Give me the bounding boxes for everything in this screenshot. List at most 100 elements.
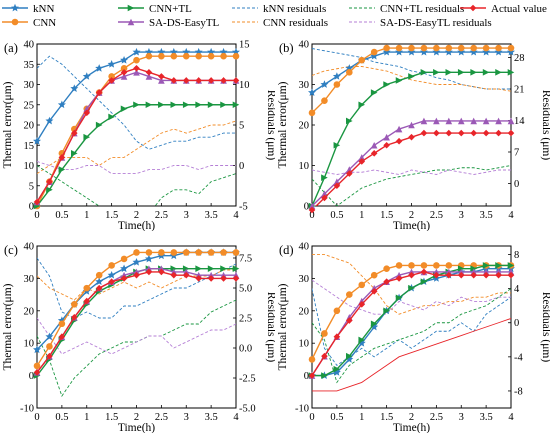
data-point-cnn <box>321 97 328 104</box>
x-tick-label: 2 <box>134 412 139 423</box>
data-point-actual <box>95 89 103 96</box>
data-point-cnn <box>83 284 91 292</box>
data-point-cnn_tl <box>408 284 415 292</box>
data-point-actual <box>133 65 140 72</box>
data-point-cnn_tl <box>333 141 341 149</box>
data-point-actual <box>482 129 490 137</box>
legend-label-cnn_tl: CNN+TL <box>149 3 192 15</box>
data-point-actual <box>308 206 316 214</box>
data-point-actual <box>133 271 140 279</box>
data-point-actual <box>321 352 328 360</box>
y-tick-label: 30 <box>24 274 35 285</box>
data-point-actual <box>71 129 78 137</box>
y2-tick-label: 14 <box>514 116 525 127</box>
data-point-knn <box>482 47 491 56</box>
data-point-cnn_tl <box>346 117 353 125</box>
data-point-knn <box>132 47 141 56</box>
data-point-actual <box>457 129 465 137</box>
data-point-actual <box>195 275 202 282</box>
data-point-cnn_tl <box>482 69 490 76</box>
y2-tick-label: 21 <box>514 85 525 96</box>
legend-label-sa_ds: SA-DS-EasyTL <box>149 17 220 29</box>
data-point-sa_ds <box>420 117 428 125</box>
data-point-knn <box>95 277 104 286</box>
y-tick-label: 5 <box>29 181 34 192</box>
legend-item-sa_ds: SA-DS-EasyTL <box>118 17 220 29</box>
x-tick-label: 1.5 <box>105 412 118 423</box>
y2-tick-label: 0.0 <box>239 344 252 355</box>
data-point-actual <box>346 170 353 177</box>
data-point-cnn_tl <box>507 262 515 269</box>
data-point-cnn <box>370 271 378 279</box>
residual-line-cnn_res <box>312 66 511 92</box>
legend-marker-knn <box>11 3 19 12</box>
data-point-actual <box>95 284 103 292</box>
data-point-cnn <box>108 262 115 269</box>
legend-label-cnn_res: CNN residuals <box>263 17 328 29</box>
data-point-cnn <box>370 48 378 56</box>
data-point-cnn <box>133 56 140 64</box>
data-point-actual <box>33 369 41 376</box>
data-point-actual <box>46 178 53 185</box>
panel-label: (a) <box>4 41 18 55</box>
data-point-sa_ds <box>445 117 453 125</box>
data-point-cnn <box>120 255 128 263</box>
panel-d: 0 0.5 1 1.5 2 2.5 3 3.5 4 -10 0 10 20 30 40 -8 -4 0 4 8 Time… <box>275 232 550 435</box>
data-point-sa_ds <box>308 202 316 210</box>
series-line-sa_ds <box>37 267 236 373</box>
data-point-cnn_tl <box>358 336 366 344</box>
series-line-cnn_tl <box>312 264 511 377</box>
x-tick-label: 1 <box>359 412 364 423</box>
data-point-cnn_tl <box>232 101 240 109</box>
data-point-actual <box>370 150 378 157</box>
series-line-actual <box>37 67 236 203</box>
data-point-actual <box>507 271 515 279</box>
x-tick-label: 2.5 <box>155 412 168 423</box>
data-point-actual <box>232 77 240 84</box>
data-point-actual <box>408 271 415 279</box>
data-point-sa_ds <box>433 117 440 125</box>
data-point-cnn <box>383 265 390 272</box>
data-point-sa_ds <box>358 154 366 161</box>
data-point-knn <box>82 72 91 80</box>
x-axis-label: Time(h) <box>118 220 155 231</box>
data-point-actual <box>220 77 227 84</box>
data-point-cnn <box>395 44 403 52</box>
x-tick-label: 1.5 <box>380 210 393 221</box>
y2-tick-label: 15 <box>239 40 250 51</box>
data-point-actual <box>395 275 403 282</box>
data-point-cnn_tl <box>108 113 115 121</box>
x-tick-label: 3.5 <box>480 210 493 221</box>
x-tick-label: 3 <box>184 412 189 423</box>
y-axis-label: Thermal error(μm) <box>2 283 14 370</box>
data-point-cnn <box>358 281 366 289</box>
x-tick-label: 3 <box>184 210 189 221</box>
data-point-cnn <box>158 52 165 60</box>
data-point-cnn_tl <box>321 174 328 181</box>
series-line-actual <box>37 271 236 373</box>
x-tick-label: 4 <box>508 210 514 221</box>
data-point-cnn <box>195 249 202 256</box>
residual-line-sa_ds_res <box>37 317 236 355</box>
y-axis-label: Thermal error(μm) <box>277 81 289 168</box>
data-point-actual <box>195 77 202 84</box>
data-point-cnn_tl <box>207 265 215 272</box>
y-tick-label: -10 <box>20 404 34 415</box>
data-point-cnn_tl <box>482 262 490 269</box>
y-tick-label: 15 <box>24 141 35 152</box>
data-point-cnn_tl <box>232 265 240 272</box>
series-line-actual <box>315 132 511 206</box>
y-tick-label: 30 <box>24 80 35 91</box>
data-point-knn <box>395 47 404 56</box>
data-point-cnn <box>58 320 66 328</box>
data-point-actual <box>58 154 66 161</box>
x-tick-label: 0 <box>34 210 39 221</box>
data-point-knn <box>57 100 66 109</box>
residual-line-cnn_tl_res <box>37 165 236 206</box>
data-point-actual <box>383 141 390 149</box>
x-tick-label: 3.5 <box>480 412 493 423</box>
x-tick-label: 0.5 <box>330 210 343 221</box>
data-point-cnn <box>420 44 428 52</box>
x-tick-label: 4 <box>233 210 239 221</box>
data-point-cnn_tl <box>46 186 53 194</box>
